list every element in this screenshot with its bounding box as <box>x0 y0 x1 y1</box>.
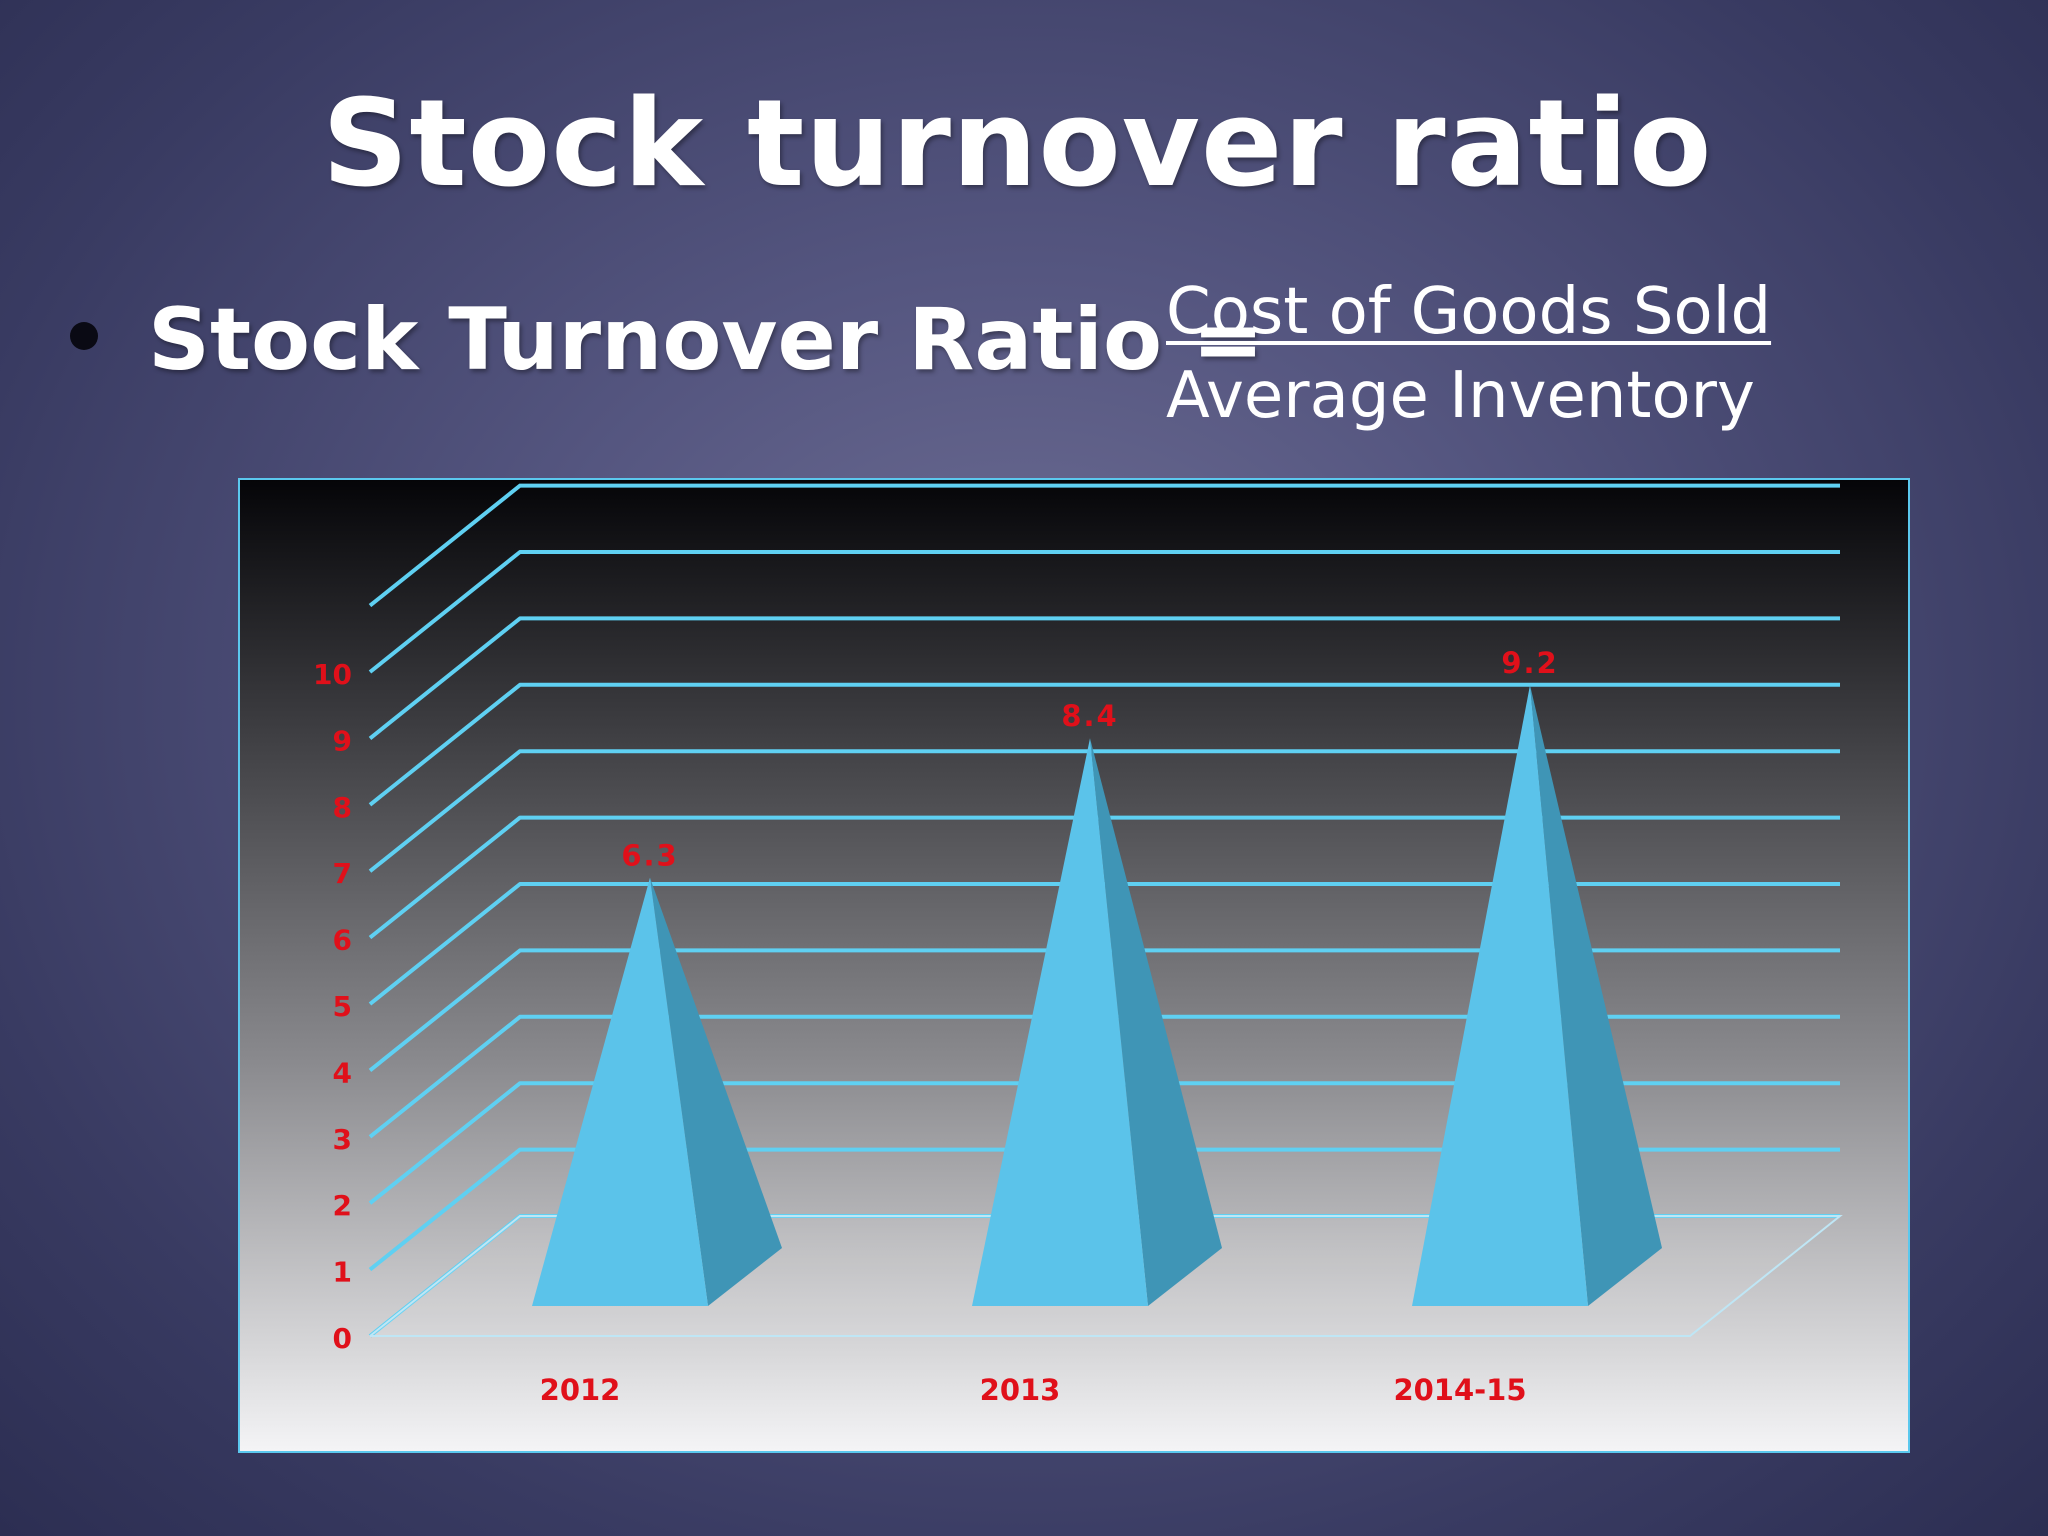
gridline <box>368 1081 1840 1205</box>
formula-numerator: Cost of Goods Sold <box>1166 275 1772 349</box>
gridline <box>368 815 1840 940</box>
y-tick-label: 10 <box>313 658 352 691</box>
pyramid-bar <box>1412 685 1588 1306</box>
pyramid-bar <box>532 877 708 1306</box>
gridline <box>368 749 1840 873</box>
bullet-dot <box>70 322 98 350</box>
formula-label: Stock Turnover Ratio = <box>148 290 1265 390</box>
gridline <box>368 1147 1840 1272</box>
gridline <box>368 682 1840 807</box>
y-tick-label: 3 <box>333 1123 352 1156</box>
x-category-label: 2013 <box>980 1373 1061 1407</box>
data-label: 8.4 <box>1061 699 1118 733</box>
y-tick-label: 8 <box>333 791 352 824</box>
y-tick-label: 5 <box>333 990 352 1023</box>
x-category-label: 2014-15 <box>1393 1373 1526 1407</box>
y-tick-label: 1 <box>333 1256 352 1289</box>
y-tick-label: 4 <box>333 1056 352 1089</box>
pyramid-side <box>1090 738 1222 1306</box>
formula-fraction: Cost of Goods Sold Average Inventory <box>1166 270 1771 438</box>
gridline <box>368 483 1840 608</box>
y-tick-label: 9 <box>333 724 352 757</box>
pyramid-bar <box>972 738 1148 1306</box>
gridline <box>368 948 1840 1072</box>
gridline <box>368 882 1840 1006</box>
data-label: 6.3 <box>621 839 678 873</box>
y-tick-label: 7 <box>333 857 352 890</box>
gridline <box>368 550 1840 674</box>
slide-title: Stock turnover ratio <box>322 75 1713 214</box>
pyramid-chart: 0 1 2 3 4 5 6 7 8 9 10 6.3 2012 8.4 2013 9.2 2014-15 <box>313 483 1843 1407</box>
data-label: 9.2 <box>1501 646 1558 680</box>
y-tick-label: 2 <box>333 1189 352 1222</box>
gridline <box>368 1014 1840 1139</box>
chart-container: 0 1 2 3 4 5 6 7 8 9 10 6.3 2012 8.4 2013 9.2 2014-15 <box>238 478 1910 1453</box>
gridline <box>368 616 1840 740</box>
y-tick-label: 6 <box>333 924 352 957</box>
y-tick-label: 0 <box>333 1322 352 1355</box>
pyramid-side <box>1530 685 1662 1306</box>
x-category-label: 2012 <box>540 1373 621 1407</box>
pyramid-side <box>650 877 782 1306</box>
formula-denominator: Average Inventory <box>1166 359 1755 433</box>
